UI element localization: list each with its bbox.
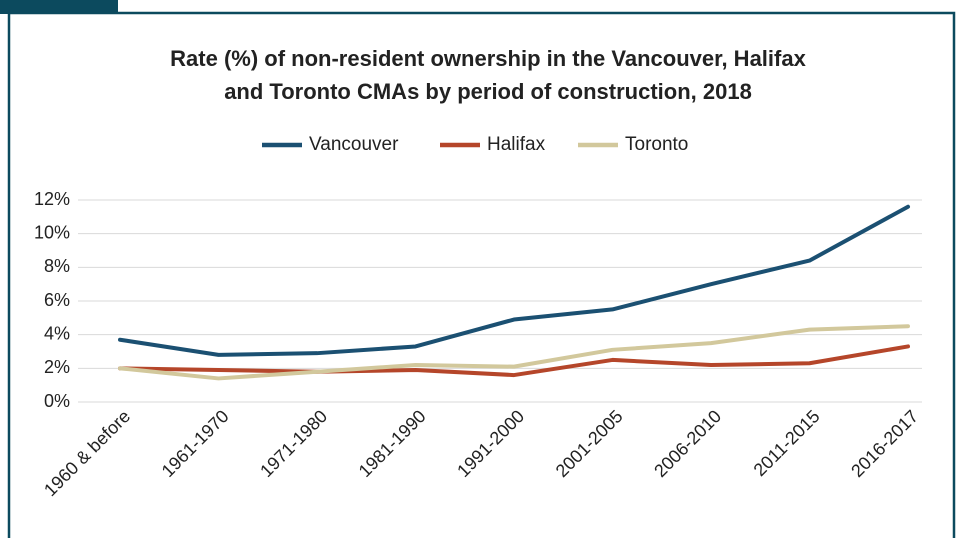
x-tick-label: 2006-2010 xyxy=(650,406,725,481)
x-tick-label: 1991-2000 xyxy=(453,406,528,481)
series-line xyxy=(118,204,910,357)
x-tick-label: 1981-1990 xyxy=(355,406,430,481)
y-tick-label: 4% xyxy=(44,323,70,343)
series-line xyxy=(118,344,910,378)
legend-label: Halifax xyxy=(487,134,546,155)
y-tick-label: 12% xyxy=(34,189,70,209)
legend-label: Vancouver xyxy=(309,134,399,155)
x-tick-label: 2011-2015 xyxy=(750,406,824,480)
series-line xyxy=(118,324,910,381)
x-tick-label: 1971-1980 xyxy=(256,406,331,481)
y-tick-label: 6% xyxy=(44,290,70,310)
x-tick-label: 2001-2005 xyxy=(552,406,627,481)
y-tick-label: 10% xyxy=(34,222,70,242)
chart-title: Rate (%) of non-resident ownership in th… xyxy=(170,46,806,71)
y-tick-label: 2% xyxy=(44,357,70,377)
x-tick-label: 2016-2017 xyxy=(847,406,922,481)
chart-title: and Toronto CMAs by period of constructi… xyxy=(224,79,752,104)
y-tick-label: 8% xyxy=(44,256,70,276)
legend-label: Toronto xyxy=(625,134,688,155)
frame xyxy=(7,11,956,538)
x-tick-label: 1961-1970 xyxy=(158,406,233,481)
y-tick-label: 0% xyxy=(44,391,70,411)
figure-tab xyxy=(0,0,118,14)
x-tick-label: 1960 & before xyxy=(40,406,134,500)
